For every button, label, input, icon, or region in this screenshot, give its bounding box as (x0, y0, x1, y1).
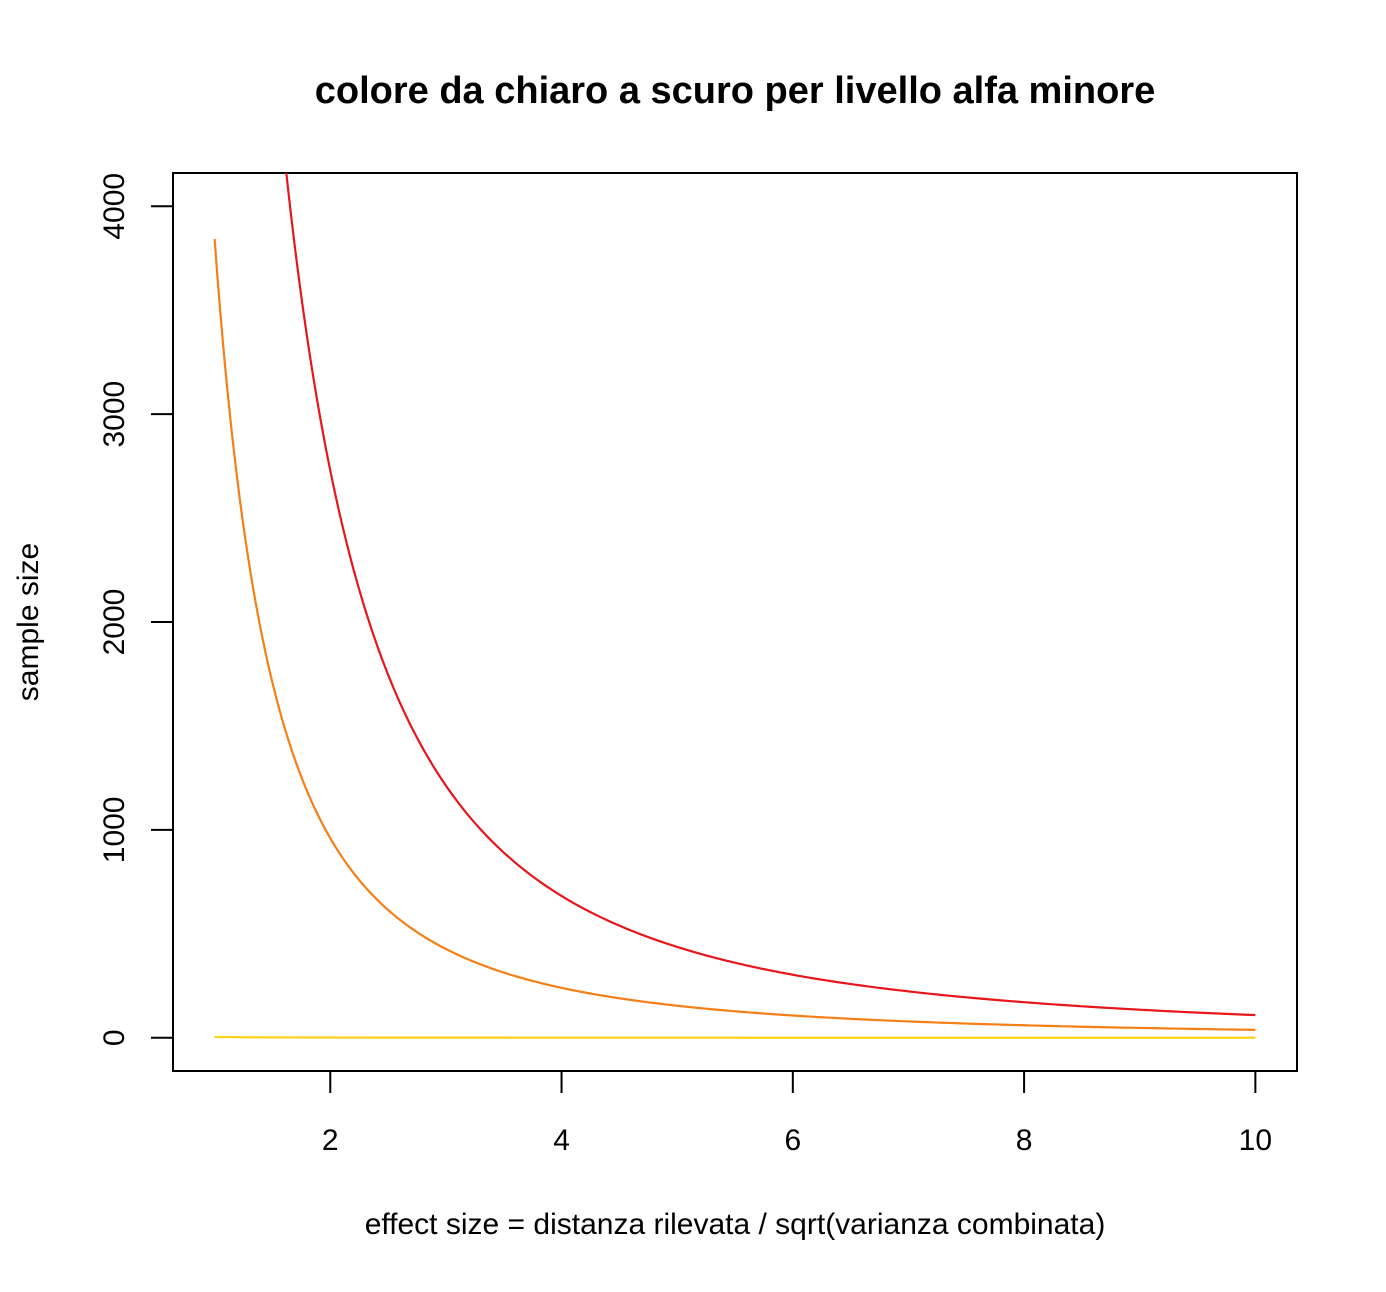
plot-frame (172, 172, 1298, 1072)
x-tick-label: 2 (322, 1124, 339, 1157)
x-tick-label: 10 (1239, 1124, 1272, 1157)
series-line-1 (214, 1035, 1256, 1039)
series-line-2 (213, 239, 1256, 1031)
y-tick-label: 0 (98, 1029, 131, 1046)
series-line-3 (285, 172, 1256, 1017)
y-tick-label: 1000 (98, 796, 131, 863)
x-tick-label: 8 (1016, 1124, 1033, 1157)
x-tick-label: 6 (784, 1124, 801, 1157)
y-axis-label: sample size (12, 543, 45, 701)
y-tick-label: 2000 (98, 589, 131, 656)
y-tick-label: 3000 (98, 381, 131, 448)
x-axis: 2 4 6 8 10 (322, 1070, 1272, 1157)
y-axis: 0 1000 2000 3000 4000 (98, 173, 174, 1046)
series-group (213, 172, 1256, 1039)
x-tick-label: 4 (553, 1124, 570, 1157)
y-tick-label: 4000 (98, 173, 131, 240)
x-axis-label: effect size = distanza rilevata / sqrt(v… (365, 1208, 1106, 1241)
chart-title: colore da chiaro a scuro per livello alf… (315, 70, 1156, 112)
